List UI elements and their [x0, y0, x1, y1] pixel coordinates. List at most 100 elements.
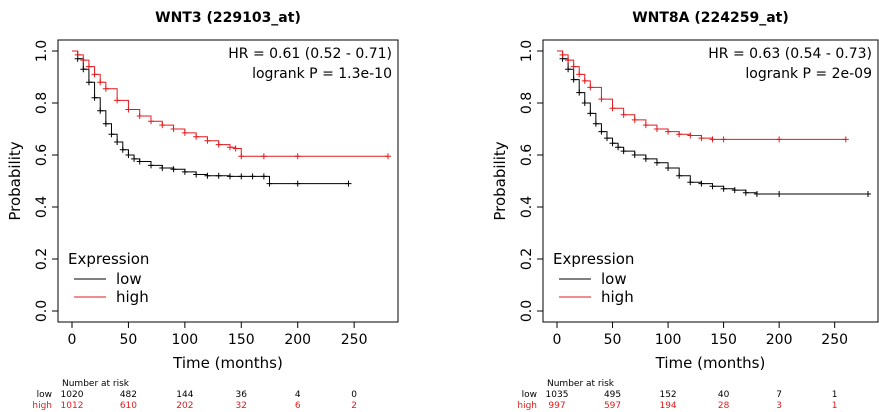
censor-mark-low	[587, 110, 594, 117]
censor-mark-low	[631, 152, 638, 158]
x-tick-label: 250	[821, 332, 848, 348]
censor-mark-low	[294, 180, 301, 187]
censor-mark-high	[570, 63, 577, 70]
censor-mark-low	[620, 148, 627, 155]
censor-mark-low	[776, 191, 783, 197]
chart-title: WNT3 (229103_at)	[155, 10, 301, 26]
risk-count: 597	[604, 401, 621, 411]
censor-mark-low	[720, 185, 727, 192]
censor-mark-high	[842, 136, 849, 143]
censor-mark-low	[102, 120, 109, 127]
censor-mark-high	[642, 122, 649, 129]
legend-label-high: high	[116, 288, 149, 306]
risk-count: 482	[120, 390, 137, 400]
risk-count: 7	[776, 390, 782, 400]
censor-mark-low	[227, 173, 233, 180]
x-tick-label: 50	[604, 332, 622, 348]
censor-mark-low	[603, 135, 610, 142]
x-axis-label: Time (months)	[172, 354, 283, 372]
risk-count: 1035	[546, 390, 569, 400]
hazard-ratio-text: HR = 0.63 (0.54 - 0.73)	[708, 46, 872, 62]
x-tick-label: 100	[171, 332, 198, 348]
y-axis-label: Probability	[6, 141, 24, 220]
censor-mark-high	[74, 51, 81, 58]
censor-mark-low	[125, 152, 132, 158]
censor-mark-high	[609, 105, 616, 112]
censor-mark-high	[260, 153, 267, 160]
y-tick-label: 0.2	[519, 248, 535, 270]
risk-count: 144	[176, 390, 193, 400]
y-tick-label: 0.4	[519, 196, 535, 218]
risk-count: 1	[832, 401, 838, 411]
censor-mark-high	[598, 96, 605, 103]
censor-mark-low	[181, 168, 188, 175]
censor-mark-low	[131, 155, 138, 162]
censor-mark-high	[385, 153, 391, 160]
risk-row-label-high: high	[517, 401, 537, 411]
y-tick-label: 1.0	[519, 40, 535, 62]
risk-count: 610	[120, 401, 137, 411]
censor-mark-low	[642, 155, 649, 162]
censor-mark-low	[108, 131, 115, 138]
y-tick-label: 0.2	[34, 248, 50, 270]
censor-mark-high	[125, 106, 132, 113]
censor-mark-low	[709, 183, 716, 190]
hazard-ratio-text: HR = 0.61 (0.52 - 0.71)	[228, 46, 392, 62]
risk-row-label-high: high	[32, 401, 52, 411]
y-tick-label: 0.6	[519, 144, 535, 166]
y-tick-label: 0.0	[34, 300, 50, 322]
censor-mark-high	[97, 79, 104, 86]
censor-mark-low	[114, 139, 121, 145]
censor-mark-high	[665, 128, 672, 135]
x-tick-label: 0	[68, 332, 77, 348]
censor-mark-low	[193, 171, 200, 178]
risk-count: 6	[295, 401, 301, 411]
censor-mark-high	[85, 63, 92, 70]
censor-mark-low	[91, 94, 98, 101]
risk-count: 3	[776, 401, 782, 411]
plot-frame	[57, 39, 399, 323]
risk-table-header: Number at risk	[62, 379, 130, 389]
censor-mark-high	[559, 51, 566, 58]
censor-mark-low	[609, 140, 616, 147]
y-tick-label: 0.4	[34, 196, 50, 218]
x-tick-label: 250	[341, 332, 368, 348]
censor-mark-low	[260, 173, 267, 180]
censor-mark-low	[742, 189, 749, 196]
censor-mark-low	[698, 180, 705, 187]
legend-label-low: low	[116, 270, 142, 288]
risk-count: 1020	[61, 390, 84, 400]
x-axis-label: Time (months)	[655, 354, 766, 372]
risk-count: 1	[832, 390, 838, 400]
censor-mark-low	[148, 162, 154, 169]
censor-mark-low	[159, 165, 166, 171]
censor-mark-low	[676, 172, 683, 179]
km-panel-wnt8a: WNT8A (224259_at) 0 50 100 150 200 250 0.0 0.2 0.…	[491, 10, 879, 411]
censor-mark-low	[865, 191, 871, 197]
risk-count: 495	[604, 390, 621, 400]
censor-mark-high	[709, 136, 716, 143]
risk-table-header: Number at risk	[547, 379, 615, 389]
censor-mark-high	[698, 135, 705, 142]
risk-count: 0	[351, 390, 357, 400]
censor-mark-high	[102, 85, 109, 92]
legend-label-low: low	[601, 270, 627, 288]
risk-count: 2	[351, 401, 357, 411]
plot-frame	[542, 39, 879, 323]
censor-mark-low	[119, 146, 126, 153]
risk-count: 152	[659, 390, 676, 400]
censor-mark-high	[576, 71, 583, 78]
km-panel-wnt3: WNT3 (229103_at) 0 50 100 150 200 250 0.0 0.2 0.4…	[6, 10, 399, 411]
legend-title: Expression	[553, 250, 634, 268]
x-tick-label: 150	[228, 332, 255, 348]
censor-mark-high	[687, 132, 694, 139]
censor-mark-low	[570, 76, 577, 83]
x-tick-label: 200	[766, 332, 793, 348]
x-tick-label: 100	[655, 332, 682, 348]
censor-mark-high	[676, 131, 683, 138]
censor-mark-high	[91, 71, 98, 78]
risk-count: 1012	[61, 401, 84, 411]
censor-mark-low	[592, 120, 599, 127]
x-tick-label: 200	[284, 332, 311, 348]
censor-mark-low	[215, 172, 222, 179]
